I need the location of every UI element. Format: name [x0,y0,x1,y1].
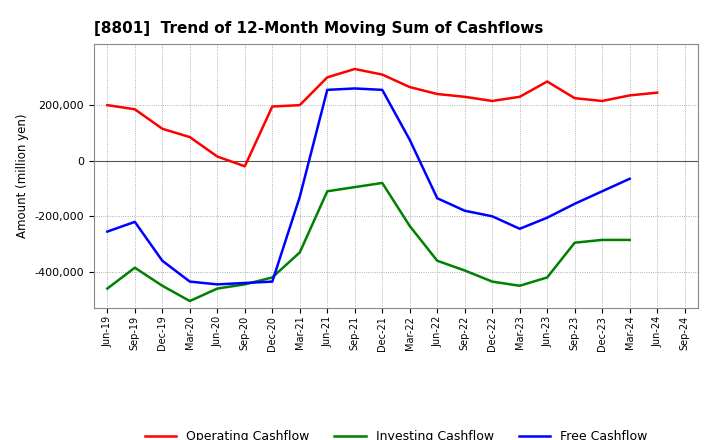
Free Cashflow [433,196,441,201]
Operating Cashflow [433,92,441,97]
Operating Cashflow [295,103,304,108]
Operating Cashflow [653,90,662,95]
Free Cashflow [323,87,332,92]
Free Cashflow [103,229,112,234]
Free Cashflow [130,219,139,224]
Free Cashflow [378,87,387,92]
Operating Cashflow [543,79,552,84]
Free Cashflow [213,282,222,287]
Operating Cashflow [488,98,497,103]
Investing Cashflow [103,286,112,291]
Investing Cashflow [405,224,414,229]
Investing Cashflow [488,279,497,284]
Free Cashflow [240,280,249,286]
Investing Cashflow [268,275,276,280]
Operating Cashflow [130,106,139,112]
Operating Cashflow [598,98,606,103]
Operating Cashflow [186,135,194,140]
Free Cashflow [626,176,634,181]
Investing Cashflow [378,180,387,186]
Investing Cashflow [295,250,304,255]
Investing Cashflow [460,268,469,273]
Operating Cashflow [460,94,469,99]
Free Cashflow [295,194,304,199]
Investing Cashflow [213,286,222,291]
Free Cashflow [488,214,497,219]
Operating Cashflow [323,75,332,80]
Operating Cashflow [570,95,579,101]
Free Cashflow [405,137,414,143]
Free Cashflow [268,279,276,284]
Investing Cashflow [570,240,579,246]
Investing Cashflow [543,275,552,280]
Operating Cashflow [213,154,222,159]
Investing Cashflow [598,237,606,242]
Free Cashflow [570,201,579,206]
Free Cashflow [158,258,166,264]
Free Cashflow [543,215,552,220]
Investing Cashflow [158,283,166,288]
Operating Cashflow [240,164,249,169]
Y-axis label: Amount (million yen): Amount (million yen) [16,114,29,238]
Operating Cashflow [626,93,634,98]
Free Cashflow [516,226,524,231]
Free Cashflow [186,279,194,284]
Investing Cashflow [240,282,249,287]
Line: Operating Cashflow: Operating Cashflow [107,69,657,166]
Investing Cashflow [130,265,139,270]
Line: Investing Cashflow: Investing Cashflow [107,183,630,301]
Operating Cashflow [405,84,414,90]
Investing Cashflow [323,189,332,194]
Operating Cashflow [516,94,524,99]
Investing Cashflow [433,258,441,264]
Free Cashflow [460,208,469,213]
Operating Cashflow [268,104,276,109]
Investing Cashflow [626,237,634,242]
Operating Cashflow [351,66,359,72]
Operating Cashflow [378,72,387,77]
Investing Cashflow [186,298,194,304]
Free Cashflow [598,189,606,194]
Free Cashflow [351,86,359,91]
Line: Free Cashflow: Free Cashflow [107,88,630,284]
Legend: Operating Cashflow, Investing Cashflow, Free Cashflow: Operating Cashflow, Investing Cashflow, … [140,425,652,440]
Operating Cashflow [103,103,112,108]
Investing Cashflow [516,283,524,288]
Operating Cashflow [158,126,166,132]
Investing Cashflow [351,184,359,190]
Text: [8801]  Trend of 12-Month Moving Sum of Cashflows: [8801] Trend of 12-Month Moving Sum of C… [94,21,543,36]
